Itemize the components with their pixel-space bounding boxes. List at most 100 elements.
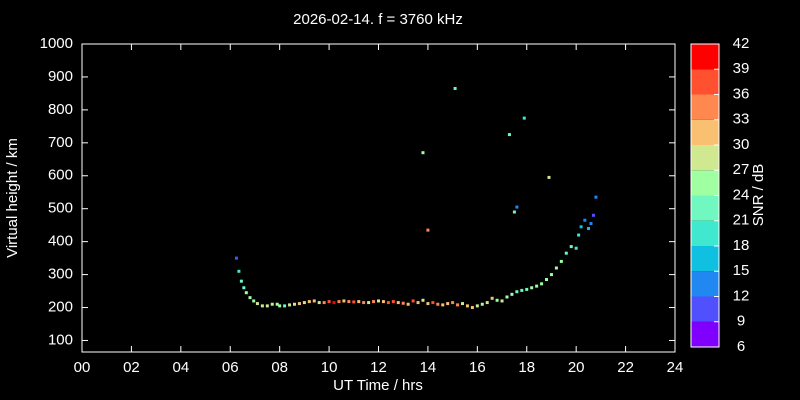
- data-point: [451, 301, 455, 305]
- data-point: [252, 299, 256, 303]
- data-point: [559, 259, 563, 263]
- data-point: [475, 304, 479, 308]
- data-point: [421, 298, 425, 302]
- plot-frame: [81, 43, 676, 353]
- x-tick-label: 00: [74, 359, 91, 376]
- data-point: [426, 302, 430, 306]
- x-tick-label: 06: [222, 359, 239, 376]
- data-point: [401, 301, 405, 305]
- data-point: [554, 266, 558, 270]
- data-point: [372, 300, 376, 304]
- data-point: [569, 245, 573, 249]
- data-point: [577, 233, 581, 237]
- data-point: [332, 301, 336, 305]
- data-point: [545, 278, 549, 282]
- x-tick-label: 10: [321, 359, 338, 376]
- data-point: [500, 299, 504, 303]
- data-point: [270, 302, 274, 306]
- data-point: [386, 301, 390, 305]
- data-point: [367, 301, 371, 305]
- data-point: [327, 300, 331, 304]
- data-point: [426, 228, 430, 232]
- data-point: [495, 298, 499, 302]
- colorbar-tick-label: 24: [733, 186, 750, 203]
- x-tick-label: 20: [568, 359, 585, 376]
- y-tick-label: 500: [48, 200, 73, 217]
- data-point: [520, 288, 524, 292]
- data-point: [505, 295, 509, 299]
- data-point: [237, 269, 241, 273]
- colorbar-cell: [691, 321, 719, 347]
- data-point: [431, 301, 435, 305]
- colorbar-cell: [691, 220, 719, 246]
- data-point: [574, 246, 578, 250]
- data-point: [453, 86, 457, 90]
- data-point: [512, 210, 516, 214]
- y-axis-label: Virtual height / km: [4, 138, 21, 258]
- data-point: [485, 301, 489, 305]
- data-point: [591, 213, 595, 217]
- data-point: [377, 299, 380, 303]
- x-tick-label: 16: [469, 359, 486, 376]
- colorbar-tick-label: 18: [733, 237, 750, 254]
- data-point: [579, 225, 583, 229]
- data-point: [507, 133, 511, 137]
- y-tick-label: 600: [48, 167, 73, 184]
- data-point: [456, 303, 460, 307]
- data-point: [540, 282, 544, 286]
- data-point: [234, 256, 238, 260]
- colorbar-cell: [691, 94, 719, 120]
- colorbar-cell: [691, 246, 719, 272]
- colorbar-cell: [691, 271, 719, 297]
- colorbar-cell: [691, 145, 719, 171]
- data-point: [589, 222, 593, 226]
- data-point: [302, 301, 306, 305]
- data-point: [465, 304, 469, 308]
- data-point: [515, 205, 519, 209]
- data-point: [547, 175, 551, 179]
- y-tick-label: 400: [48, 233, 73, 250]
- data-point: [381, 300, 385, 304]
- data-point: [362, 301, 366, 305]
- x-tick-label: 12: [370, 359, 387, 376]
- data-point: [391, 300, 395, 304]
- x-tick-label: 24: [667, 359, 684, 376]
- data-point: [510, 292, 514, 296]
- x-tick-label: 14: [420, 359, 437, 376]
- chart-title: 2026-02-14. f = 3760 kHz: [293, 11, 463, 28]
- data-point: [535, 284, 539, 288]
- data-point: [317, 301, 321, 305]
- data-point: [441, 303, 445, 307]
- data-point: [522, 116, 526, 120]
- y-tick-label: 900: [48, 68, 73, 85]
- x-tick-label: 08: [271, 359, 288, 376]
- data-point: [255, 302, 259, 306]
- data-point: [307, 300, 311, 304]
- colorbar-cell: [691, 170, 719, 196]
- x-tick-label: 02: [123, 359, 140, 376]
- data-point: [470, 306, 474, 310]
- y-tick-label: 700: [48, 134, 73, 151]
- colorbar-cell: [691, 44, 719, 70]
- data-point: [411, 299, 415, 303]
- data-point: [275, 302, 279, 306]
- data-point: [530, 286, 534, 290]
- data-point: [421, 151, 425, 155]
- colorbar-tick-label: 6: [737, 338, 745, 355]
- data-point: [312, 299, 316, 303]
- data-point: [278, 304, 282, 308]
- data-point: [564, 251, 568, 255]
- data-point: [490, 296, 494, 300]
- y-tick-label: 300: [48, 266, 73, 283]
- colorbar-tick-label: 15: [733, 262, 750, 279]
- data-point: [446, 302, 450, 306]
- x-tick-label: 04: [172, 359, 189, 376]
- data-point: [283, 304, 287, 308]
- colorbar-tick-label: 33: [733, 111, 750, 128]
- data-point: [357, 300, 361, 304]
- data-point: [436, 302, 440, 306]
- data-point: [406, 302, 410, 306]
- data-point: [352, 300, 356, 304]
- data-point: [342, 299, 346, 303]
- data-point: [587, 226, 591, 230]
